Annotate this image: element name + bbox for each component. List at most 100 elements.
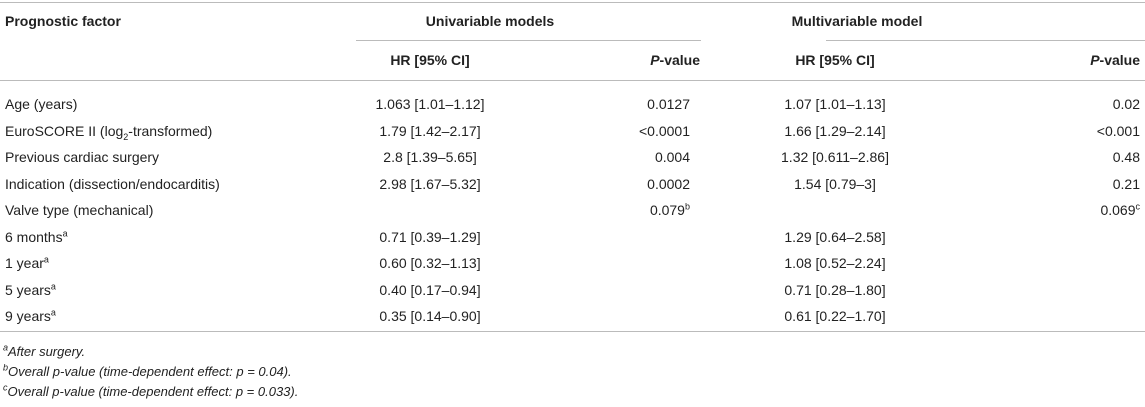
factor-text: Valve type (mechanical) (5, 202, 154, 218)
value-cell: 0.60 [0.32–1.13] (379, 254, 480, 272)
value-cell: 1.32 [0.611–2.86] (781, 148, 889, 166)
rule (826, 40, 1145, 41)
cell-text: 0.0002 (647, 175, 690, 192)
superscript: a (62, 227, 68, 238)
value-cell: 1.29 [0.64–2.58] (784, 228, 885, 246)
value-cell: 0.48 (1113, 148, 1140, 166)
value-cell: 0.0002 (647, 175, 690, 193)
value-cell: 2.98 [1.67–5.32] (379, 175, 480, 193)
cell-text: 0.40 [0.17–0.94] (379, 281, 481, 298)
header-cell: Prognostic factor (5, 13, 121, 29)
value-cell: 0.35 [0.14–0.90] (379, 307, 480, 325)
factor-text: 5 years (5, 281, 51, 298)
cell-text: 1.29 [0.64–2.58] (784, 228, 886, 245)
factor-cell: 9 yearsa (5, 307, 56, 325)
column-header: P-value (1090, 51, 1140, 69)
header: Prognostic factor (5, 12, 121, 30)
superscript: b (684, 201, 690, 212)
value-cell: 0.079b (650, 201, 690, 219)
footnote-text: Overall p-value (time-dependent effect: … (8, 364, 292, 379)
factor-cell: Valve type (mechanical) (5, 201, 153, 219)
cell-text: 1.07 [1.01–1.13] (784, 96, 886, 112)
cell-text: 0.35 [0.14–0.90] (379, 308, 481, 324)
factor-text: 9 years (5, 308, 51, 324)
rule (0, 80, 1145, 81)
cell-text: 2.8 [1.39–5.65] (383, 149, 477, 165)
rule (0, 331, 1145, 332)
footnote-mark: a (3, 342, 9, 353)
cell-text: 0.71 [0.28–1.80] (784, 281, 886, 298)
header-italic: P (1090, 52, 1100, 68)
cell-text: 0.0127 (647, 96, 690, 112)
group: Univariable models (426, 12, 554, 30)
value-cell: 1.54 [0.79–3] (794, 175, 876, 193)
group: Multivariable model (792, 12, 923, 30)
factor-text: 6 months (5, 228, 63, 245)
value-cell: 0.0127 (647, 95, 690, 113)
footnote: aAfter surgery. (3, 343, 85, 361)
cell-text: 0.02 (1112, 96, 1140, 112)
factor-text: Indication (dissection/endocarditis) (5, 175, 220, 192)
column-header: HR [95% CI] (390, 51, 469, 69)
cell-text: 1.54 [0.79–3] (794, 175, 876, 192)
rule (0, 2, 1145, 3)
factor-text: Previous cardiac surgery (5, 149, 160, 165)
value-cell: 0.61 [0.22–1.70] (784, 307, 885, 325)
cell-text: 0.21 (1112, 175, 1140, 192)
value-cell: 1.08 [0.52–2.24] (784, 254, 885, 272)
value-cell: 0.069c (1100, 201, 1140, 219)
footnote-text: After surgery. (8, 344, 86, 359)
value-cell: 1.07 [1.01–1.13] (784, 95, 885, 113)
factor-text: 1 year (5, 255, 44, 271)
cell-text: 0.71 [0.39–1.29] (379, 228, 481, 245)
cell-text: 1.79 [1.42–2.17] (379, 122, 481, 139)
cell-text: 0.60 [0.32–1.13] (379, 255, 481, 271)
header-text: -value (659, 52, 700, 68)
footnote-mark: b (3, 362, 9, 373)
value-cell: 1.66 [1.29–2.14] (784, 122, 885, 140)
factor-cell: Indication (dissection/endocarditis) (5, 175, 220, 193)
group-header: Univariable models (425, 13, 555, 29)
footnote-mark: c (3, 382, 8, 393)
cell-text: 1.66 [1.29–2.14] (784, 122, 886, 139)
header-text: HR [95% CI] (390, 52, 470, 68)
factor-text: -transformed) (128, 122, 213, 139)
superscript: a (50, 307, 56, 318)
cell-text: 1.063 [1.01–1.12] (375, 96, 485, 112)
superscript: a (50, 280, 56, 291)
rule (356, 40, 701, 41)
footnote: cOverall p-value (time-dependent effect:… (3, 383, 298, 401)
header-text: -value (1099, 52, 1140, 68)
cell-text: <0.0001 (639, 122, 690, 139)
value-cell: 1.063 [1.01–1.12] (376, 95, 485, 113)
superscript: a (43, 254, 49, 265)
cell-text: 2.98 [1.67–5.32] (379, 175, 481, 192)
cell-text: <0.001 (1096, 122, 1140, 139)
column-header: P-value (650, 51, 700, 69)
cell-text: 1.08 [0.52–2.24] (784, 255, 886, 271)
value-cell: 2.8 [1.39–5.65] (383, 148, 476, 166)
cell-text: 0.069 (1100, 202, 1136, 218)
factor-text: Age (years) (5, 96, 78, 112)
value-cell: 1.79 [1.42–2.17] (379, 122, 480, 140)
value-cell: 0.21 (1113, 175, 1140, 193)
cell-text: 0.079 (649, 202, 685, 218)
value-cell: 0.02 (1113, 95, 1140, 113)
superscript: c (1135, 201, 1141, 212)
value-cell: <0.0001 (639, 122, 690, 140)
value-cell: 0.71 [0.28–1.80] (784, 281, 885, 299)
factor-cell: 1 yeara (5, 254, 49, 272)
factor-cell: Age (years) (5, 95, 77, 113)
subscript: 2 (123, 131, 129, 142)
header-text: HR [95% CI] (795, 52, 875, 68)
cell-text: 1.32 [0.611–2.86] (781, 149, 889, 165)
factor-cell: Previous cardiac surgery (5, 148, 159, 166)
header-italic: P (650, 52, 660, 68)
value-cell: <0.001 (1097, 122, 1140, 140)
footnote-text: Overall p-value (time-dependent effect: … (7, 384, 299, 399)
value-cell: 0.40 [0.17–0.94] (379, 281, 480, 299)
factor-cell: EuroSCORE II (log2-transformed) (5, 122, 213, 142)
value-cell: 0.71 [0.39–1.29] (379, 228, 480, 246)
cell-text: 0.48 (1112, 149, 1140, 165)
